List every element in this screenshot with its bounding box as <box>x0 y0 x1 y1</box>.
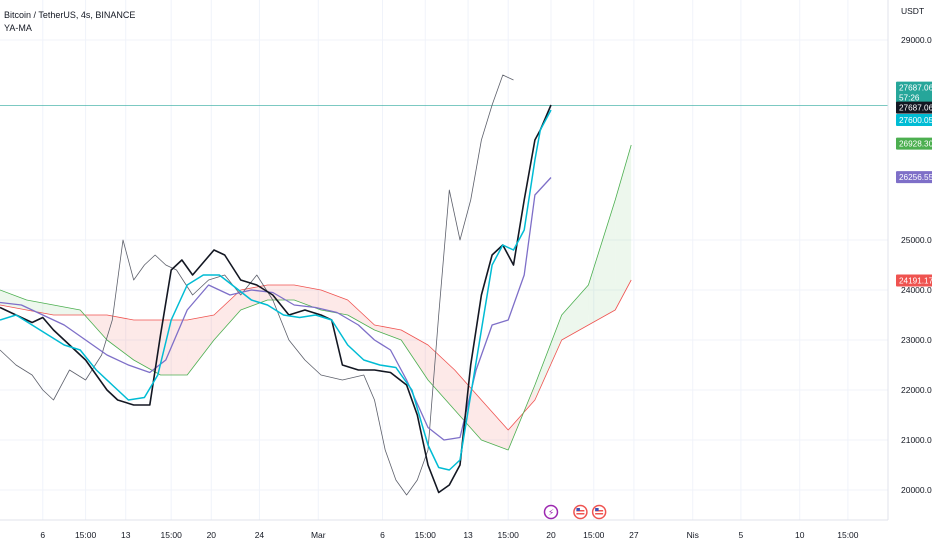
price-tag-bg <box>896 137 932 150</box>
cyan-ma-line <box>0 109 552 471</box>
y-tick-label: 23000.00 <box>901 335 932 345</box>
flag-canton <box>576 508 580 511</box>
flag-stripe <box>595 510 604 512</box>
price-tag-label: 24191.17 <box>899 276 932 285</box>
cloud-fill-segment <box>187 315 214 375</box>
x-tick-label: 15:00 <box>498 530 520 540</box>
x-tick-label: 15:00 <box>75 530 97 540</box>
cloud-fill-segment <box>374 325 402 340</box>
currency-label: USDT <box>901 6 924 16</box>
flag-stripe <box>576 513 585 515</box>
cloud-fill-segment <box>481 400 509 450</box>
x-tick-label: 10 <box>795 530 805 540</box>
flag-stripe <box>576 510 585 512</box>
price-tag-bg <box>896 171 932 184</box>
price-tag-label: 26256.55 <box>899 173 932 182</box>
cloud-fill-segment <box>347 300 375 330</box>
x-tick-label: 13 <box>463 530 473 540</box>
y-tick-label: 22000.00 <box>901 385 932 395</box>
cloud-fill-segment <box>0 290 27 310</box>
cloud-fill-segment <box>401 330 428 380</box>
flash-event-icon[interactable] <box>543 504 559 520</box>
price-tag-bg <box>896 113 932 126</box>
x-tick-label: 6 <box>380 530 385 540</box>
price-tag-countdown: 57:26 <box>899 94 920 103</box>
price-tag-bg <box>896 274 932 287</box>
y-tick-label: 25000.00 <box>901 235 932 245</box>
price-tag-label: 27600.05 <box>899 116 932 125</box>
price-tag-bg <box>896 101 932 114</box>
x-tick-label: 15:00 <box>161 530 183 540</box>
price-tag-label: 26928.30 <box>899 140 932 149</box>
purple-ma-line <box>0 177 552 441</box>
x-tick-label: 15:00 <box>583 530 605 540</box>
price-tag-bg <box>896 81 932 104</box>
cloud-fill-segment <box>588 200 616 325</box>
x-tick-label: 6 <box>40 530 45 540</box>
x-tick-label: 5 <box>739 530 744 540</box>
cloud-green-line <box>0 144 632 451</box>
us-flag-event-icon[interactable] <box>591 504 607 520</box>
x-tick-label: 20 <box>546 530 556 540</box>
symbol-title[interactable]: Bitcoin / TetherUS, 4s, BINANCE <box>4 10 136 20</box>
flash-event-icon-glyph: ⚡ <box>548 509 554 519</box>
y-tick-label: 29000.00 <box>901 35 932 45</box>
y-tick-label: 24000.00 <box>901 285 932 295</box>
indicator-title[interactable]: YA-MA <box>4 23 32 33</box>
us-flag-event-icon[interactable] <box>573 504 588 520</box>
cloud-fill-segment <box>107 315 134 360</box>
cloud-fill-segment <box>561 285 589 340</box>
cloud-fill-segment <box>133 320 161 375</box>
x-tick-label: 27 <box>629 530 639 540</box>
flag-stripe <box>595 513 604 515</box>
cloud-fill-segment <box>534 315 562 400</box>
x-tick-label: 13 <box>121 530 131 540</box>
cloud-fill-segment <box>214 290 241 340</box>
x-tick-label: Mar <box>311 530 326 540</box>
y-tick-label: 21000.00 <box>901 435 932 445</box>
cloud-fill-segment <box>53 305 81 315</box>
price-tag-label: 27687.06 <box>899 84 932 93</box>
x-tick-label: Nis <box>687 530 699 540</box>
price-line <box>0 104 552 494</box>
cloud-fill-segment <box>321 290 348 315</box>
flag-canton <box>595 508 599 511</box>
chart-legend: Bitcoin / TetherUS, 4s, BINANCE YA-MA <box>4 9 135 35</box>
x-tick-label: 20 <box>207 530 217 540</box>
cloud-fill-segment <box>294 285 321 310</box>
price-tag-label: 27687.06 <box>899 104 932 113</box>
x-tick-label: 15:00 <box>837 530 859 540</box>
x-tick-label: 24 <box>255 530 265 540</box>
cloud-red-line <box>0 279 632 431</box>
x-tick-label: 15:00 <box>415 530 437 540</box>
y-tick-label: 20000.00 <box>901 485 932 495</box>
